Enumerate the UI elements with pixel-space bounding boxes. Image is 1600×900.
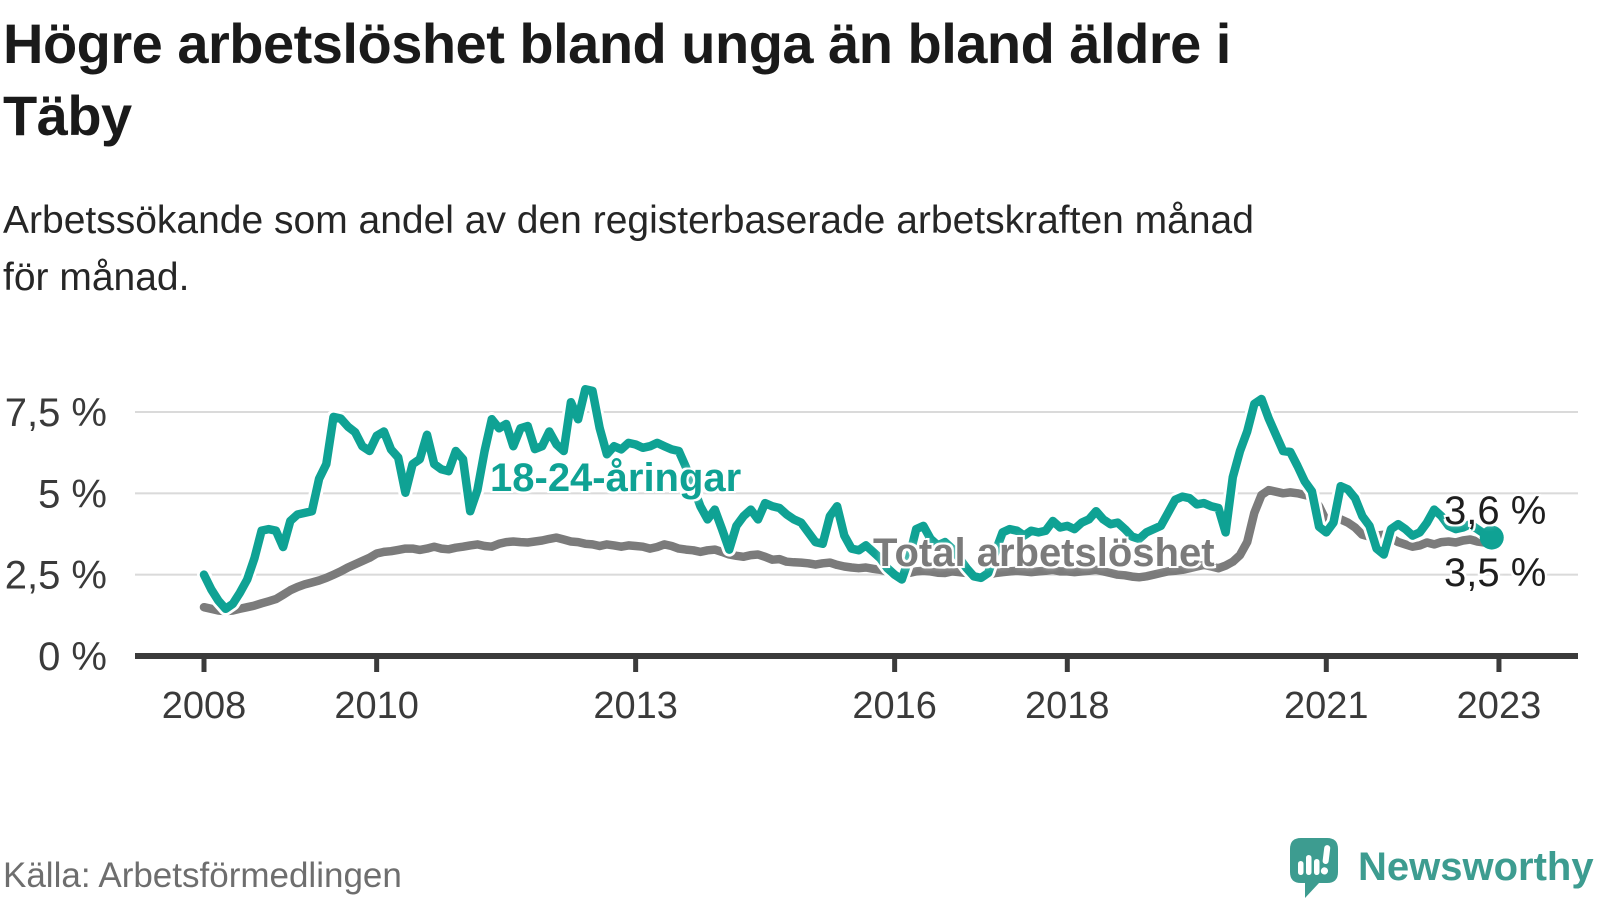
page-title: Högre arbetslöshet bland unga än bland ä…	[3, 8, 1573, 152]
subtitle-line-1: Arbetssökande som andel av den registerb…	[3, 199, 1254, 242]
x-axis-tick	[1496, 659, 1502, 672]
series-label-total: Total arbetslöshet	[873, 531, 1215, 575]
y-tick-label: 7,5 %	[5, 391, 107, 435]
grid-line	[135, 573, 1578, 576]
chart-subtitle: Arbetssökande som andel av den registerb…	[3, 192, 1573, 306]
x-tick-label: 2010	[334, 685, 419, 727]
x-axis-tick	[1064, 659, 1070, 672]
source-note: Källa: Arbetsförmedlingen	[3, 856, 402, 895]
y-tick-label: 5 %	[38, 472, 107, 516]
end-value-young: 3,6 %	[1444, 489, 1547, 533]
series-line	[199, 485, 1497, 616]
subtitle-line-2: för månad.	[3, 256, 190, 299]
series-line-casing	[197, 382, 1499, 616]
x-tick-label: 2016	[852, 685, 937, 727]
x-axis-tick	[633, 659, 639, 672]
grid-line	[135, 492, 1578, 495]
end-value-total: 3,5 %	[1444, 551, 1547, 595]
x-axis-tick	[892, 659, 898, 672]
x-tick-label: 2008	[162, 685, 247, 727]
x-axis-tick	[1323, 659, 1329, 672]
series-line	[199, 384, 1497, 614]
series-label-young: 18-24-åringar	[490, 456, 742, 500]
x-tick-label: 2021	[1284, 685, 1369, 727]
x-axis-tick	[201, 659, 207, 672]
x-tick-label: 2018	[1025, 685, 1110, 727]
newsworthy-wordmark: Newsworthy	[1358, 845, 1594, 889]
x-axis-tick	[374, 659, 380, 672]
x-axis-line	[135, 653, 1578, 659]
newsworthy-pin-icon	[1290, 838, 1338, 898]
title-line-1: Högre arbetslöshet bland unga än bland ä…	[3, 12, 1231, 75]
x-tick-label: 2013	[593, 685, 678, 727]
grid-line	[135, 411, 1578, 414]
x-tick-label: 2023	[1457, 685, 1542, 727]
series-end-dot	[1479, 525, 1504, 550]
y-tick-label: 2,5 %	[5, 554, 107, 598]
y-tick-label: 0 %	[38, 635, 107, 679]
title-line-2: Täby	[3, 84, 132, 147]
